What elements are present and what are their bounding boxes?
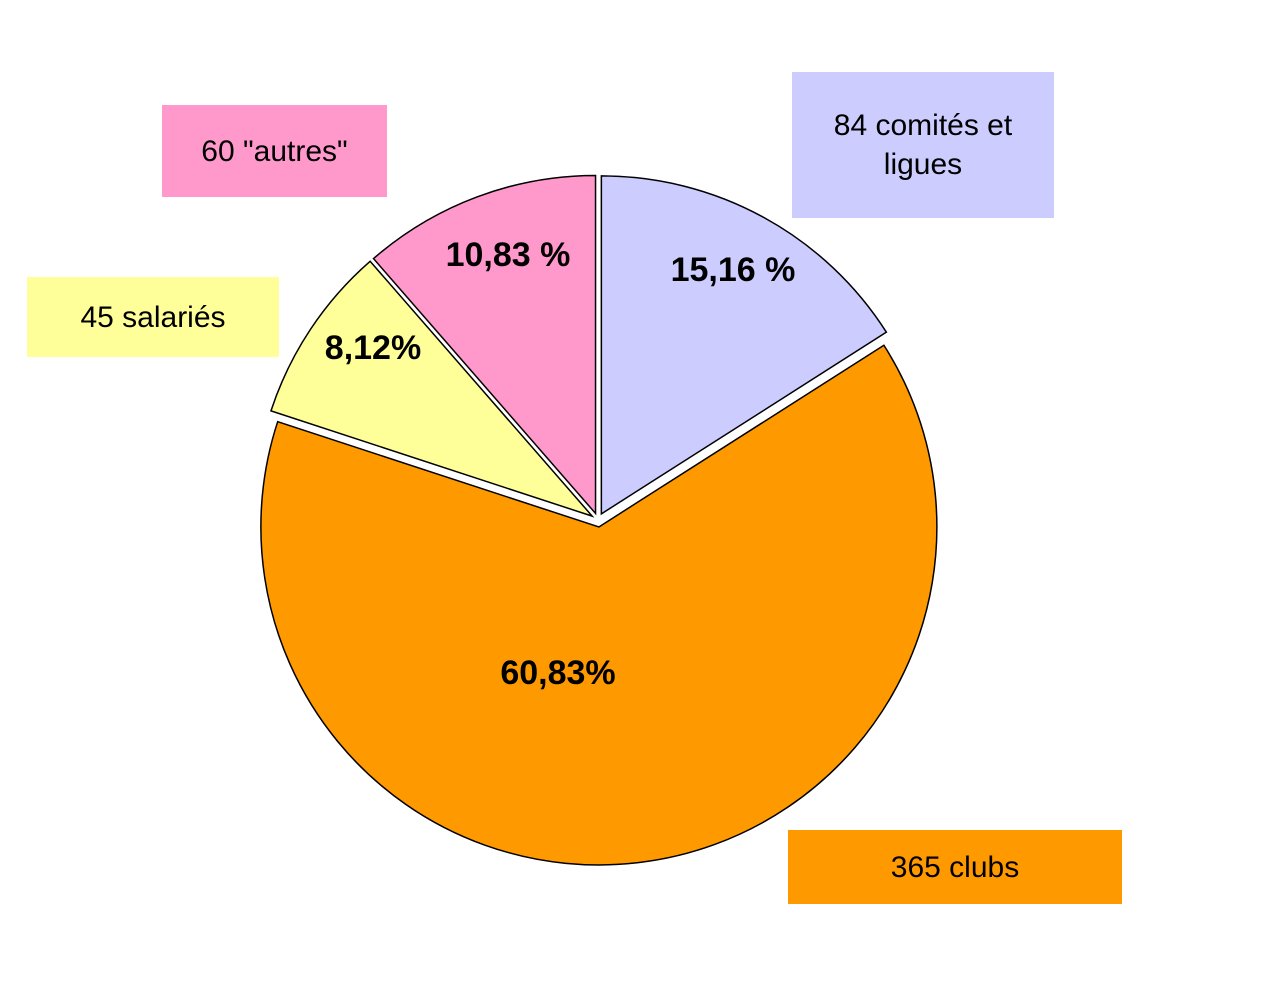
pie-slice [260, 344, 938, 866]
pie-slice [270, 260, 595, 518]
pie-slice [600, 175, 888, 516]
category-label: 84 comités et ligues [792, 72, 1054, 218]
value-label: 60,83% [500, 654, 615, 692]
value-label: 8,12% [325, 329, 421, 367]
category-label: 60 "autres" [162, 105, 387, 197]
pie-slice [372, 174, 597, 516]
category-label: 365 clubs [788, 830, 1122, 904]
value-label: 10,83 % [446, 236, 571, 274]
value-label: 15,16 % [671, 251, 796, 289]
category-label: 45 salariés [27, 277, 279, 357]
